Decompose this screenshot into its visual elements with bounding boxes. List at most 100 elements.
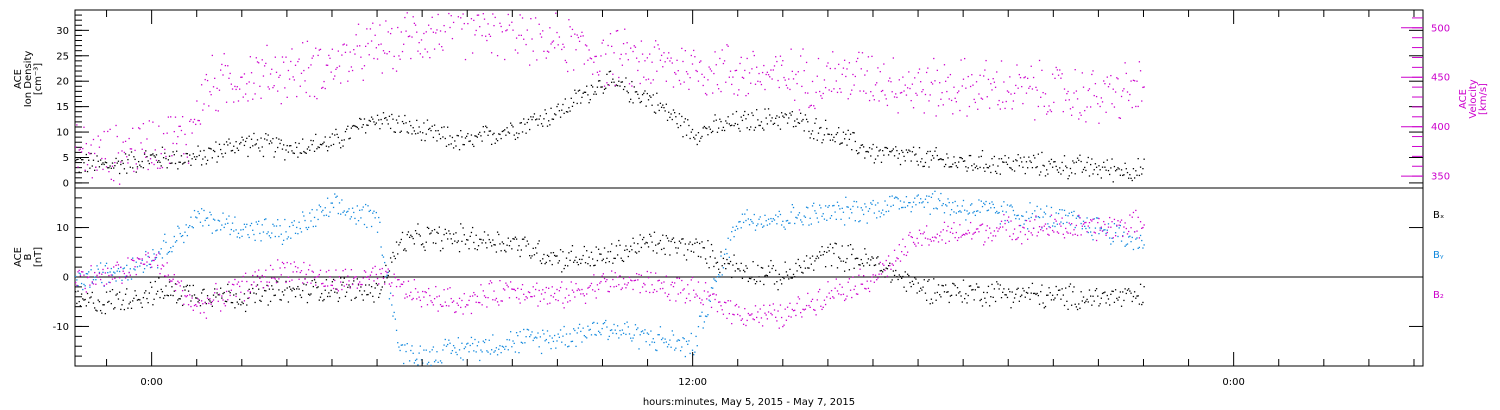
data-point (329, 295, 331, 298)
data-point (805, 255, 808, 257)
data-point (861, 262, 864, 265)
data-point (1002, 291, 1004, 294)
data-point (1034, 157, 1036, 159)
data-point (97, 135, 99, 137)
data-point (449, 26, 451, 29)
data-point (179, 125, 181, 127)
data-point (565, 61, 568, 64)
data-point (681, 346, 683, 348)
data-point (474, 248, 476, 250)
data-point (611, 329, 613, 331)
data-point (302, 211, 304, 213)
data-point (170, 162, 172, 165)
data-point (351, 283, 354, 286)
data-point (115, 157, 117, 160)
data-point (666, 119, 669, 122)
data-point (344, 214, 347, 216)
data-point (400, 130, 402, 132)
data-point (130, 148, 133, 150)
data-point (987, 78, 990, 81)
data-point (885, 98, 887, 100)
data-point (448, 339, 450, 341)
data-point (208, 147, 210, 149)
data-point (80, 271, 83, 273)
data-point (324, 207, 326, 209)
data-point (810, 133, 812, 135)
data-point (275, 225, 278, 227)
data-point (727, 300, 729, 302)
data-point (759, 308, 761, 310)
data-point (1018, 165, 1020, 167)
data-point (723, 263, 726, 265)
data-point (222, 74, 224, 76)
data-point (507, 13, 509, 16)
data-point (102, 304, 104, 306)
data-point (826, 127, 828, 130)
data-point (621, 81, 624, 83)
data-point (423, 246, 425, 248)
data-point (596, 86, 599, 88)
data-point (444, 137, 446, 140)
data-point (619, 85, 621, 87)
data-point (219, 229, 222, 231)
data-point (1095, 95, 1098, 98)
data-point (78, 269, 80, 272)
data-point (243, 293, 246, 295)
data-point (1128, 177, 1130, 179)
data-point (1002, 226, 1004, 228)
data-point (183, 162, 185, 164)
data-point (991, 201, 993, 203)
data-point (747, 312, 750, 315)
data-point (1135, 105, 1137, 108)
data-point (132, 257, 134, 259)
data-point (819, 251, 821, 253)
data-point (419, 345, 421, 347)
data-point (843, 59, 846, 61)
data-point (732, 76, 734, 78)
right-axis-label-line: Velocity (1468, 79, 1479, 118)
data-point (895, 260, 897, 262)
data-point (720, 305, 722, 307)
data-point (206, 159, 209, 162)
data-point (386, 53, 388, 55)
data-point (432, 346, 435, 348)
data-point (826, 219, 828, 221)
data-point (381, 267, 383, 270)
data-point (297, 60, 299, 63)
data-point (108, 300, 110, 303)
data-point (335, 128, 337, 131)
data-point (870, 202, 872, 204)
data-point (807, 292, 809, 295)
data-point (439, 137, 442, 140)
data-point (181, 304, 184, 307)
data-point (640, 331, 643, 333)
data-point (1037, 105, 1040, 108)
data-point (695, 69, 697, 72)
data-point (496, 231, 499, 233)
data-point (570, 340, 572, 343)
data-point (1038, 225, 1041, 228)
data-point (766, 274, 769, 277)
data-point (852, 248, 854, 250)
data-point (405, 122, 407, 124)
data-point (290, 145, 292, 147)
data-point (340, 147, 342, 149)
data-point (281, 261, 284, 264)
data-point (387, 268, 389, 270)
data-point (397, 122, 399, 124)
data-point (735, 69, 738, 72)
data-point (874, 274, 877, 276)
data-point (500, 137, 502, 140)
data-point (998, 99, 1000, 102)
data-point (366, 28, 368, 30)
data-point (527, 118, 530, 121)
data-point (651, 104, 653, 106)
data-point (721, 49, 723, 51)
data-point (966, 302, 968, 304)
data-point (632, 337, 634, 339)
data-point (867, 56, 870, 58)
data-point (467, 342, 469, 344)
data-point (157, 167, 159, 169)
data-point (815, 91, 817, 94)
data-point (384, 52, 386, 54)
